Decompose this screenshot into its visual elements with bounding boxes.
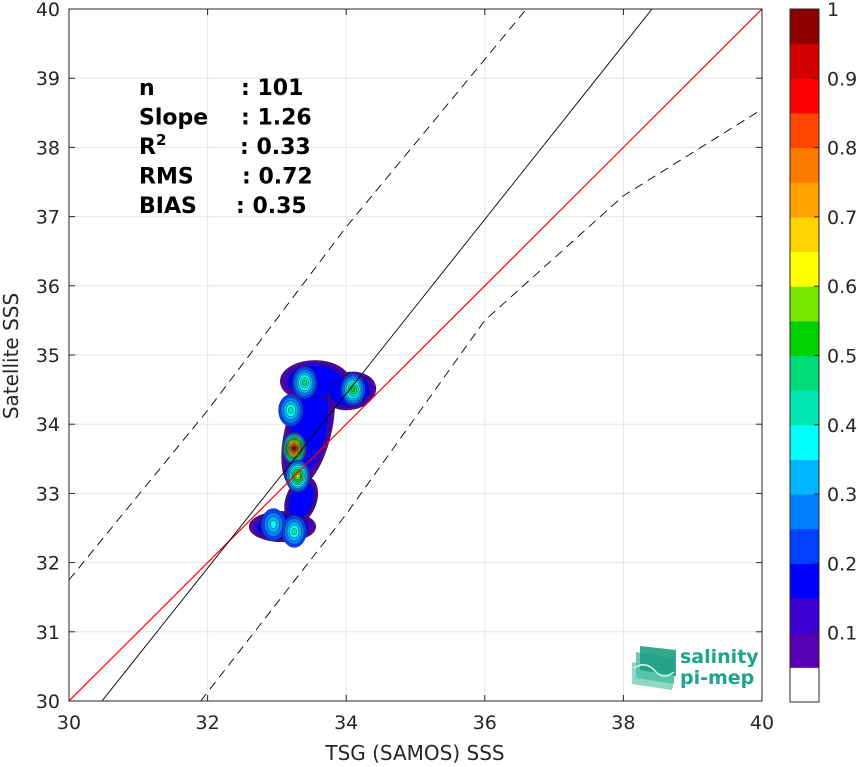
colorbar-band — [790, 494, 819, 530]
stat-label: R2 — [139, 131, 166, 160]
stat-label: Slope — [139, 106, 208, 131]
x-tick-label: 32 — [196, 712, 220, 734]
stats-box: n : 101 Slope : 1.26 R2 : 0.33 RMS : 0.72 BIAS : … — [139, 76, 313, 219]
y-tick-label: 34 — [36, 414, 60, 436]
colorbar-band — [790, 355, 819, 391]
density-peak — [288, 406, 294, 414]
x-axis-label: TSG (SAMOS) SSS — [324, 741, 504, 765]
density-peak — [292, 446, 296, 451]
y-tick-label: 37 — [36, 207, 60, 229]
stat-value: : 0.72 — [242, 165, 313, 190]
y-tick-label: 40 — [36, 0, 60, 21]
colorbar-tick-label: 0.7 — [827, 207, 857, 229]
density-peak — [291, 528, 297, 535]
x-tick-label: 40 — [750, 712, 774, 734]
colorbar-band — [790, 390, 819, 426]
colorbar-band — [790, 320, 819, 356]
axis-ticks: 30 32 34 36 38 40 30 31 32 33 34 35 36 37 38 39 40 — [36, 0, 774, 734]
colorbar-band — [790, 43, 819, 79]
colorbar-band — [790, 182, 819, 218]
colorbar-band — [790, 216, 819, 253]
colorbar-band — [790, 286, 819, 322]
y-tick-label: 33 — [36, 483, 60, 505]
colorbar-tick-label: 0.3 — [827, 484, 857, 506]
logo-text-line1: salinity — [680, 646, 759, 668]
density-peak — [351, 387, 356, 393]
dashed-upper-line — [69, 9, 527, 581]
stat-value: : 101 — [241, 76, 303, 101]
logo-text-line2: pi-mep — [680, 667, 754, 689]
colorbar-band — [790, 598, 819, 634]
density-contours — [248, 360, 377, 548]
dashed-lower-line — [200, 108, 762, 701]
colorbar-band — [790, 459, 819, 495]
y-tick-label: 36 — [36, 276, 60, 298]
stat-label: BIAS — [139, 194, 197, 219]
colorbar-tick-label: 0.9 — [827, 68, 857, 90]
density-peak — [302, 379, 307, 386]
y-tick-label: 30 — [36, 691, 60, 713]
colorbar-band — [790, 632, 819, 668]
stat-value: : 0.33 — [240, 135, 311, 160]
y-tick-label: 35 — [36, 345, 60, 367]
reference-lines — [69, 9, 762, 701]
colorbar-tick-label: 0.4 — [827, 415, 857, 437]
y-tick-label: 39 — [36, 68, 60, 90]
colorbar-tick-label: 0.2 — [827, 553, 857, 575]
y-tick-label: 32 — [36, 553, 60, 575]
wave-logo-icon — [632, 646, 676, 690]
colorbar-tick-label: 0.6 — [827, 276, 857, 298]
colorbar-tick-label: 0.1 — [827, 623, 857, 645]
stat-label: n — [139, 76, 155, 101]
y-axis-label: Satellite SSS — [0, 293, 23, 419]
x-tick-label: 30 — [57, 712, 81, 734]
density-peak — [296, 474, 300, 479]
regression-line — [101, 9, 653, 701]
colorbar-band — [790, 147, 819, 183]
colorbar-band — [790, 251, 819, 287]
stat-value: : 1.26 — [241, 106, 312, 131]
colorbar-band — [790, 9, 819, 45]
colorbar-band — [790, 112, 819, 149]
stat-label: RMS — [139, 165, 194, 190]
x-tick-label: 36 — [473, 712, 497, 734]
y-tick-label: 31 — [36, 622, 60, 644]
colorbar-band — [790, 528, 819, 564]
density-peak — [270, 520, 277, 529]
colorbar-band — [790, 78, 819, 114]
colorbar-band — [790, 667, 819, 702]
y-tick-label: 38 — [36, 137, 60, 159]
colorbar-tick-label: 1 — [827, 0, 839, 21]
stat-value: : 0.35 — [236, 194, 307, 219]
colorbar-band — [790, 424, 819, 460]
x-tick-label: 34 — [334, 712, 358, 734]
colorbar-tick-label: 0.8 — [827, 138, 857, 160]
colorbar-tick-label: 0.5 — [827, 346, 857, 368]
x-tick-label: 38 — [611, 712, 635, 734]
colorbar: 0.1 0.2 0.3 0.4 0.5 0.6 0.7 0.8 0.9 1 — [789, 0, 857, 703]
identity-line — [69, 9, 762, 701]
colorbar-band — [790, 563, 819, 599]
salinity-pimep-logo: salinity pi-mep — [632, 646, 759, 690]
